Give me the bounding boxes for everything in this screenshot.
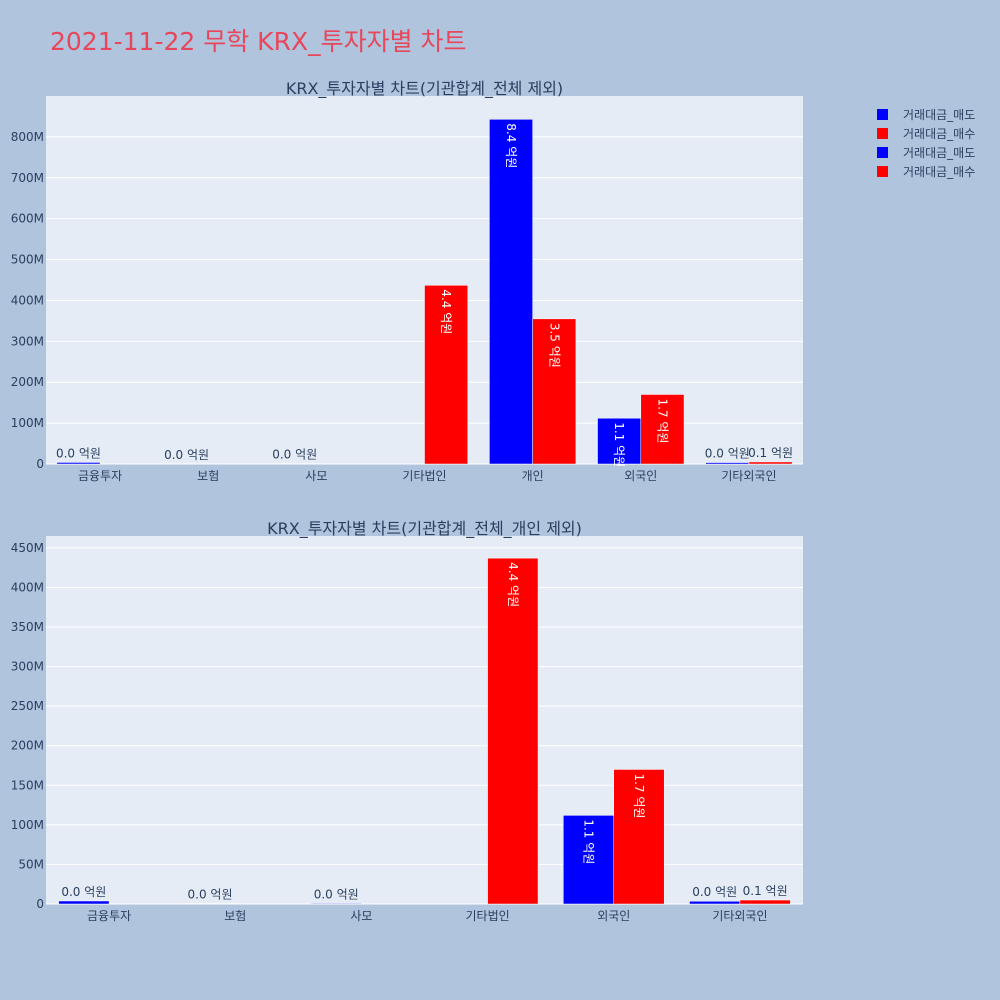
chart-1: 0 100M 200M 300M 400M 500M 600M 700M 800M KRX_투자자… [11, 79, 803, 483]
bar[interactable] [58, 900, 110, 905]
data-label: 1.1 억원 [612, 422, 626, 467]
data-label: 0.0 억원 [314, 887, 359, 901]
legend-item[interactable]: 거래대금_매수 [903, 127, 975, 141]
x-tick-label: 기타법인 [465, 909, 509, 923]
bar[interactable] [489, 119, 533, 465]
data-label: 0.0 억원 [692, 885, 737, 899]
y-tick-label: 400M [11, 580, 44, 594]
y-tick-label: 700M [11, 171, 44, 185]
x-tick-label: 외국인 [597, 909, 630, 923]
x-tick-label: 기타외국인 [712, 909, 767, 923]
data-label: 1.7 억원 [632, 773, 646, 818]
legend-swatch[interactable] [877, 128, 888, 139]
plot-area [46, 536, 803, 904]
bar[interactable] [705, 462, 750, 465]
data-label: 3.5 억원 [547, 323, 561, 368]
data-label: 1.7 억원 [655, 398, 669, 443]
y-tick-label: 250M [11, 699, 44, 713]
x-tick-label: 금융투자 [78, 469, 122, 483]
bar[interactable] [424, 285, 469, 465]
x-tick-label: 금융투자 [87, 909, 131, 923]
y-tick-label: 0 [36, 457, 44, 471]
y-tick-label: 300M [11, 334, 44, 348]
x-tick-label: 사모 [350, 909, 372, 923]
bar[interactable] [613, 769, 665, 905]
data-label: 4.4 억원 [439, 289, 453, 334]
bar[interactable] [739, 899, 791, 905]
x-tick-label: 보험 [224, 909, 246, 923]
data-label: 0.0 억원 [188, 888, 233, 902]
x-tick-label: 개인 [522, 469, 544, 483]
y-tick-label: 0 [36, 897, 44, 911]
x-tick-label: 외국인 [624, 469, 657, 483]
data-label: 4.4 억원 [506, 562, 520, 607]
legend-swatch[interactable] [877, 166, 888, 177]
y-tick-label: 200M [11, 739, 44, 753]
chart-title: KRX_투자자별 차트(기관합계_전체_개인 제외) [267, 519, 582, 539]
y-tick-label: 350M [11, 620, 44, 634]
page-title: 2021-11-22 무학 KRX_투자자별 차트 [50, 27, 467, 56]
data-label: 0.1 억원 [748, 446, 793, 460]
legend-item[interactable]: 거래대금_매도 [903, 146, 975, 160]
y-tick-label: 300M [11, 660, 44, 674]
y-tick-label: 150M [11, 778, 44, 792]
bar[interactable] [689, 900, 741, 905]
y-tick-label: 450M [11, 541, 44, 555]
legend-item[interactable]: 거래대금_매수 [903, 165, 975, 179]
y-tick-label: 100M [11, 818, 44, 832]
y-tick-label: 600M [11, 212, 44, 226]
bar[interactable] [532, 318, 577, 465]
data-label: 8.4 억원 [504, 123, 518, 168]
x-tick-label: 보험 [197, 469, 219, 483]
legend-item[interactable]: 거래대금_매도 [903, 108, 975, 122]
x-tick-label: 기타법인 [402, 469, 446, 483]
bar[interactable] [640, 394, 685, 465]
data-label: 0.0 억원 [164, 448, 209, 462]
bar[interactable] [563, 815, 614, 905]
y-tick-label: 200M [11, 375, 44, 389]
legend-swatch[interactable] [877, 147, 888, 158]
x-tick-label: 기타외국인 [721, 469, 776, 483]
legend-swatch[interactable] [877, 109, 888, 120]
data-label: 0.0 억원 [61, 885, 106, 899]
y-tick-label: 400M [11, 293, 44, 307]
data-label: 1.1 억원 [582, 819, 596, 864]
x-tick-label: 사모 [305, 469, 327, 483]
data-label: 0.0 억원 [705, 447, 750, 461]
data-label: 0.0 억원 [272, 448, 317, 462]
bar[interactable] [597, 417, 642, 465]
data-label: 0.0 억원 [56, 446, 101, 460]
bar[interactable] [310, 903, 362, 905]
bar[interactable] [56, 462, 101, 465]
y-tick-label: 100M [11, 416, 44, 430]
chart-2: 0 50M 100M 150M 200M 250M 300M 350M 400M 450M KRX_… [11, 519, 803, 923]
y-tick-label: 800M [11, 130, 44, 144]
chart-title: KRX_투자자별 차트(기관합계_전체 제외) [286, 79, 563, 99]
y-tick-label: 500M [11, 253, 44, 267]
bar[interactable] [487, 557, 539, 905]
bar[interactable] [748, 461, 793, 465]
y-tick-label: 50M [18, 857, 44, 871]
data-label: 0.1 억원 [743, 884, 788, 898]
